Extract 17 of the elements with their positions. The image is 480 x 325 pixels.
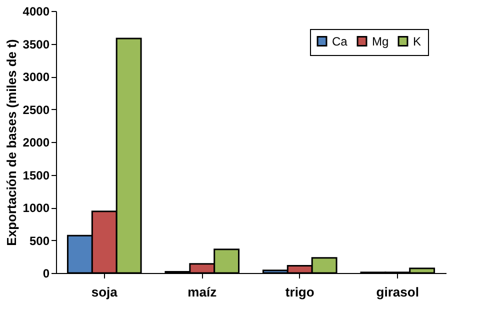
- y-tick-label: 2500: [22, 102, 50, 117]
- y-tick-label: 4000: [22, 4, 50, 18]
- y-axis-title: Exportación de bases (miles de t): [4, 39, 19, 246]
- x-tick-label: maíz: [188, 284, 218, 300]
- y-tick-label: 500: [29, 234, 50, 248]
- y-tick-label: 1500: [22, 168, 50, 182]
- x-tick-label: soja: [91, 284, 118, 300]
- legend-label: K: [413, 34, 422, 48]
- y-tick-label: 1000: [22, 201, 50, 215]
- y-tick-label: 2000: [22, 136, 50, 150]
- legend-label: Mg: [372, 34, 389, 48]
- legend-label: Ca: [332, 34, 348, 48]
- y-tick-label: 0: [42, 266, 50, 280]
- y-tick-label: 3500: [22, 37, 50, 52]
- y-tick-label: 3000: [22, 70, 50, 84]
- x-tick-label: trigo: [285, 284, 314, 300]
- x-tick-label: girasol: [376, 284, 419, 300]
